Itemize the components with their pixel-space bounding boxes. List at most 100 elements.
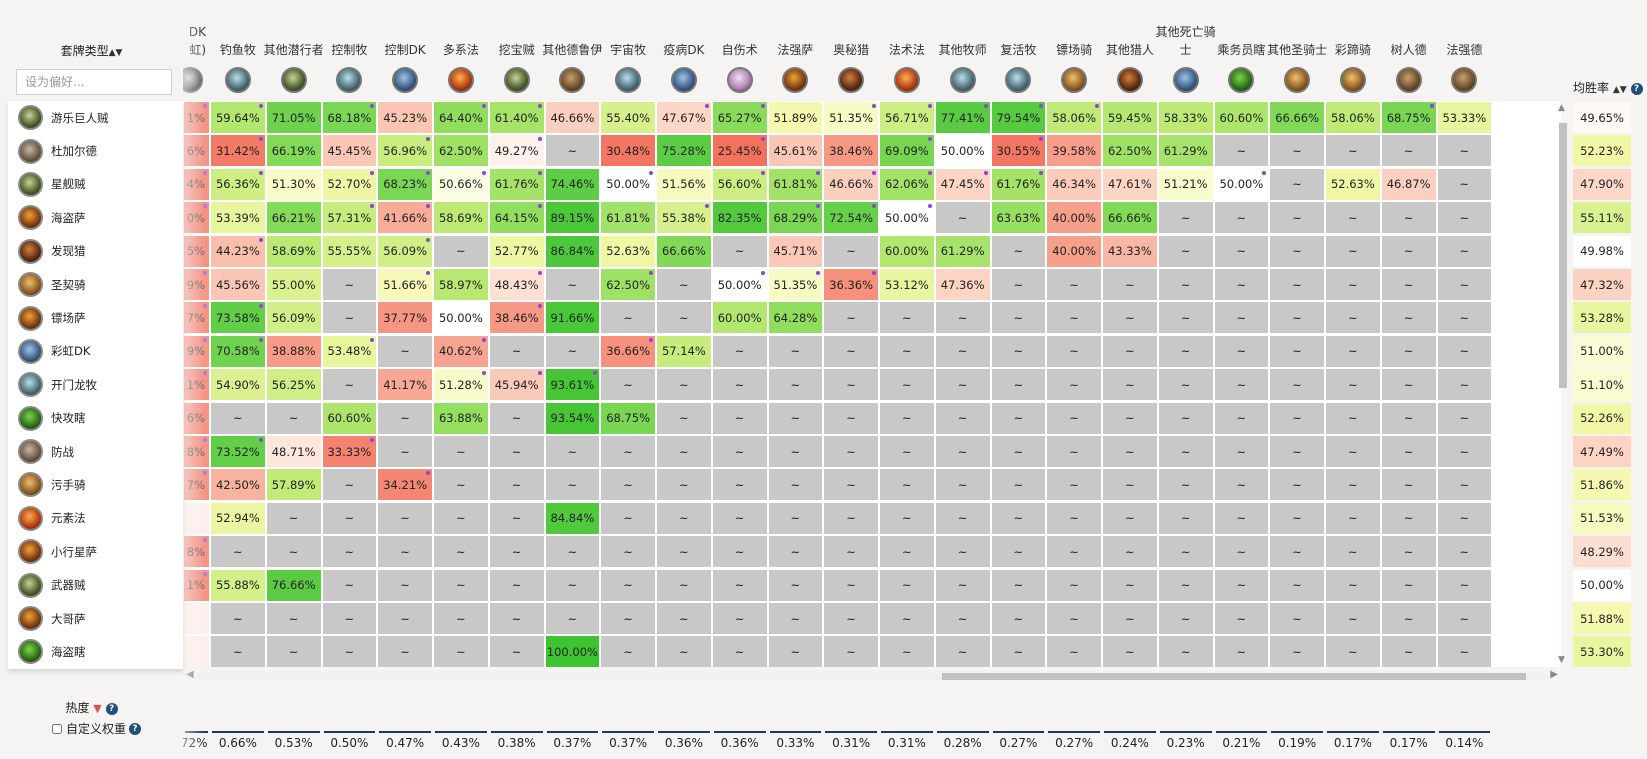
matchup-cell[interactable]: ~ [1437, 402, 1492, 434]
matchup-cell[interactable]: 50.00% [601, 168, 655, 200]
matchup-cell[interactable]: ~ [768, 569, 823, 601]
column-header[interactable]: 其他死亡骑 士 [1156, 0, 1216, 99]
matchup-cell[interactable]: 58.06% [1326, 102, 1380, 133]
matchup-cell[interactable]: 50.00% [434, 302, 488, 334]
matchup-cell[interactable]: ~ [880, 636, 934, 667]
matchup-cell[interactable]: ~ [712, 436, 767, 467]
matchup-cell[interactable]: 61.81% [601, 202, 655, 234]
matchup-cell[interactable]: ~ [1158, 536, 1213, 568]
matchup-cell[interactable]: ~ [1158, 436, 1213, 467]
matchup-cell[interactable]: ~ [1103, 502, 1157, 534]
matchup-cell[interactable]: ~ [657, 436, 711, 467]
matchup-cell[interactable]: ~ [1103, 402, 1157, 434]
matchup-cell[interactable]: ~ [322, 269, 377, 300]
matchup-cell[interactable]: 31.42% [211, 135, 265, 167]
matchup-cell[interactable]: ~ [768, 436, 823, 467]
matchup-cell[interactable]: 57.89% [266, 469, 321, 501]
matchup-cell[interactable]: ~ [991, 369, 1046, 401]
matchup-cell[interactable]: 51.66% [378, 269, 432, 300]
matchup-cell[interactable]: 55.88% [211, 569, 265, 601]
matchup-cell[interactable]: 60.00% [880, 235, 934, 267]
matchup-cell[interactable]: ~ [489, 536, 544, 568]
help-icon[interactable]: ? [129, 722, 142, 735]
matchup-cell[interactable]: 73.58% [211, 302, 265, 334]
matchup-cell[interactable]: ~ [880, 335, 934, 367]
matchup-cell[interactable]: 43.33% [1103, 235, 1157, 267]
matchup-cell[interactable]: ~ [880, 603, 934, 634]
matchup-cell[interactable]: ~ [768, 402, 823, 434]
column-header[interactable]: 复活牧 [991, 0, 1047, 99]
matchup-cell[interactable]: 56.36% [211, 168, 265, 200]
matchup-cell[interactable]: 55.40% [601, 102, 655, 133]
matchup-cell[interactable]: 52.70% [322, 168, 377, 200]
matchup-cell[interactable]: ~ [657, 369, 711, 401]
matchup-cell[interactable]: 52.94% [211, 502, 265, 534]
matchup-cell[interactable]: 56.96% [378, 135, 432, 167]
matchup-cell[interactable]: ~ [1047, 536, 1101, 568]
matchup-cell[interactable]: ~ [880, 569, 934, 601]
matchup-cell[interactable]: ~ [935, 569, 990, 601]
matchup-cell[interactable]: ~ [434, 502, 488, 534]
matchup-cell[interactable]: ~ [824, 469, 878, 501]
matchup-cell[interactable]: ~ [880, 469, 934, 501]
column-header[interactable]: 疫病DK [656, 0, 712, 99]
matchup-cell[interactable]: ~ [322, 502, 377, 534]
matchup-cell[interactable]: ~ [489, 603, 544, 634]
matchup-cell[interactable] [184, 502, 209, 534]
matchup-cell[interactable]: ~ [1437, 269, 1492, 300]
matchup-cell[interactable]: 68.29% [768, 202, 823, 234]
matchup-cell[interactable]: 47.36% [935, 269, 990, 300]
matchup-cell[interactable]: 65.27% [712, 102, 767, 133]
matchup-cell[interactable]: 50.00% [880, 202, 934, 234]
matchup-cell[interactable]: 69.09% [880, 135, 934, 167]
matchup-cell[interactable]: 46.66% [824, 168, 878, 200]
custom-weight-checkbox[interactable] [52, 723, 62, 734]
matchup-cell[interactable]: ~ [880, 436, 934, 467]
matchup-cell[interactable]: ~ [1047, 436, 1101, 467]
matchup-cell[interactable]: 30.48% [601, 135, 655, 167]
matchup-cell[interactable]: ~ [657, 502, 711, 534]
help-icon[interactable]: ? [1630, 82, 1643, 95]
matchup-cell[interactable]: ~ [1158, 469, 1213, 501]
scroll-left-icon[interactable]: ◀ [186, 669, 194, 680]
matchup-cell[interactable]: ~ [880, 502, 934, 534]
matchup-cell[interactable]: ~ [1326, 469, 1380, 501]
matchup-cell[interactable]: ~ [1214, 402, 1269, 434]
help-icon[interactable]: ? [105, 702, 118, 715]
matchup-cell[interactable]: ~ [545, 603, 600, 634]
matchup-cell[interactable]: 63.88% [434, 402, 488, 434]
matchup-cell[interactable]: ~ [1381, 569, 1436, 601]
matchup-cell[interactable]: ~ [1214, 202, 1269, 234]
matchup-cell[interactable]: 56.25% [266, 369, 321, 401]
matchup-cell[interactable]: ~ [768, 636, 823, 667]
matchup-cell[interactable]: 33.33% [322, 436, 377, 467]
matchup-cell[interactable]: 82.35% [712, 202, 767, 234]
scrollbar-thumb[interactable] [1559, 123, 1567, 388]
matchup-cell[interactable]: 36.66% [601, 335, 655, 367]
matchup-cell[interactable]: ~ [1326, 502, 1380, 534]
matchup-cell[interactable]: 64.28% [768, 302, 823, 334]
matchup-cell[interactable]: 56.09% [378, 235, 432, 267]
matchup-cell[interactable]: ~ [266, 536, 321, 568]
matchup-cell[interactable]: ~ [489, 402, 544, 434]
column-header[interactable]: 控制牧 [322, 0, 378, 99]
matchup-cell[interactable]: ~ [712, 636, 767, 667]
matchup-cell[interactable]: 61.40% [489, 102, 544, 133]
matchup-cell[interactable]: ~ [322, 569, 377, 601]
matchup-cell[interactable] [184, 603, 209, 634]
matchup-cell[interactable]: ~ [935, 402, 990, 434]
scrollbar-thumb[interactable] [942, 673, 1526, 680]
matchup-cell[interactable]: ~ [768, 335, 823, 367]
matchup-cell[interactable]: ~ [712, 335, 767, 367]
matchup-cell[interactable]: 58.69% [434, 202, 488, 234]
matchup-cell[interactable]: ~ [211, 603, 265, 634]
matchup-cell[interactable]: ~ [1047, 402, 1101, 434]
matchup-cell[interactable]: ~ [768, 536, 823, 568]
matchup-cell[interactable]: ~ [266, 603, 321, 634]
matchup-cell[interactable]: 40.62% [434, 335, 488, 367]
matchup-cell[interactable]: ~ [1103, 335, 1157, 367]
matchup-cell[interactable]: 58.33% [1158, 102, 1213, 133]
matchup-cell[interactable]: 93.54% [545, 402, 600, 434]
matchup-cell[interactable]: ~ [1381, 603, 1436, 634]
matchup-cell[interactable]: ~ [601, 636, 655, 667]
